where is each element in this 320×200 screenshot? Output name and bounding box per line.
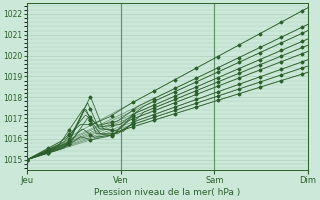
X-axis label: Pression niveau de la mer( hPa ): Pression niveau de la mer( hPa ) bbox=[94, 188, 241, 197]
